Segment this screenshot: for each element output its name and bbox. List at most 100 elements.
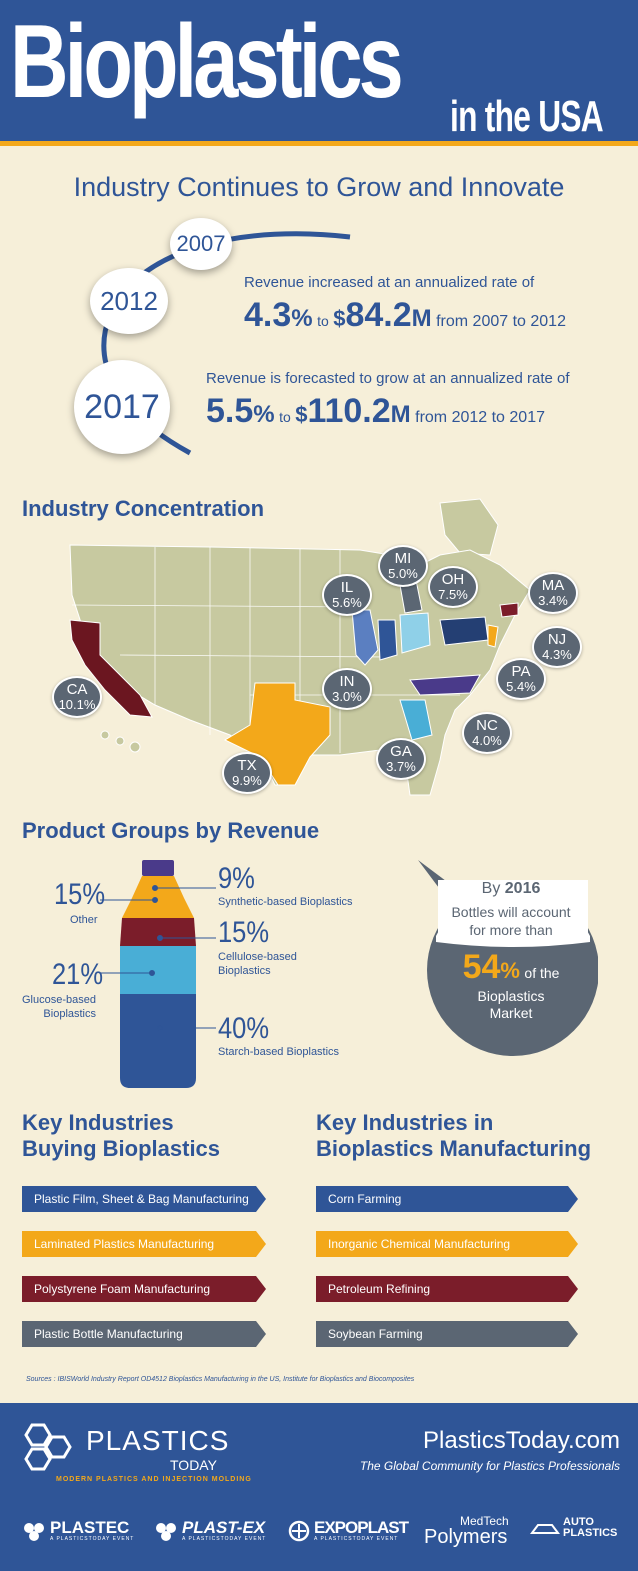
sources-note: Sources : IBISWorld Industry Report OD45… [26, 1376, 415, 1383]
pg-synthetic-label: Synthetic-based Bioplastics [218, 896, 353, 908]
event-auto-plastics[interactable]: AUTO PLASTICS [530, 1517, 617, 1539]
state-ma-shape [499, 602, 519, 618]
event-polymers-name: Polymers [424, 1526, 508, 1548]
state-bubble-in: IN 3.0% [322, 668, 372, 710]
product-groups-title: Product Groups by Revenue [22, 818, 320, 843]
state-bubble-ma: MA 3.4% [528, 572, 578, 614]
state-in-code: IN [339, 673, 355, 691]
event-medtech-polymers[interactable]: MedTech Polymers [424, 1515, 509, 1547]
event-plastec[interactable]: PLASTEC A PLASTICSTODAY EVENT [22, 1519, 134, 1542]
event-expoplast[interactable]: EXPOPLAST A PLASTICSTODAY EVENT [288, 1518, 409, 1542]
callout-line5: Bioplastics [477, 988, 545, 1004]
pct-sign: % [560, 647, 572, 663]
state-tx-code: TX [237, 757, 257, 775]
footer-slogan: The Global Community for Plastics Profes… [359, 1459, 620, 1473]
pct-sign: % [404, 759, 416, 775]
bottle-band-starch [120, 994, 196, 1088]
state-ma-value: 3.4 [538, 593, 557, 609]
state-nj-shape [487, 624, 499, 648]
pg-glucose-label: Glucose-based Bioplastics [22, 994, 96, 1020]
state-bubble-ca: CA 10.1% [52, 676, 102, 718]
state-nj-code: NJ [547, 631, 567, 649]
event-plastex[interactable]: PLAST-EX A PLASTICSTODAY EVENT [154, 1519, 266, 1542]
pg-connectors [100, 885, 216, 1031]
key-buying-item: Laminated Plastics Manufacturing [22, 1231, 266, 1257]
bottle-band-glucose [120, 946, 196, 994]
revenue-2012-amount: 84.2 [345, 296, 412, 334]
pg-other-label: Other [70, 914, 98, 926]
state-tx-value: 9.9 [232, 773, 251, 789]
pct-sign: % [350, 689, 362, 705]
plastics-today-logo-icon [24, 1423, 72, 1471]
pg-synthetic-value: 9% [218, 862, 255, 895]
pct-sign: % [524, 679, 536, 695]
footer-brand-sub: TODAY [170, 1457, 217, 1473]
state-bubble-pa: PA 5.4% [496, 658, 546, 700]
event-plastex-name: PLAST-EX [182, 1518, 266, 1537]
state-ca-value: 10.1 [58, 697, 84, 713]
footer-site-link[interactable]: PlasticsToday.com [423, 1427, 620, 1454]
year-2017-circle: 2017 [74, 360, 170, 454]
state-bubble-mi: MI 5.0% [378, 545, 428, 587]
pct-sign: % [250, 773, 262, 789]
revenue-2017-rate: 5.5 [206, 392, 254, 430]
revenue-2012-period: from 2007 to 2012 [436, 313, 566, 330]
year-2007-label: 2007 [176, 231, 226, 256]
year-2012-circle: 2012 [90, 268, 168, 334]
pg-other-value: 15% [54, 878, 106, 911]
revenue-2012-dollar: $ [333, 306, 346, 331]
state-oh-value: 7.5 [438, 587, 457, 603]
callout-value-line: 54% of the [462, 948, 560, 986]
revenue-2017-figure: 5.5% to $110.2M from 2012 to 2017 [206, 392, 545, 431]
callout-line2: Bottles will account [451, 904, 571, 920]
event-expoplast-name: EXPOPLAST [314, 1518, 409, 1537]
pg-glucose-value: 21% [52, 958, 104, 991]
footer: PLASTICS TODAY MODERN PLASTICS AND INJEC… [0, 1403, 638, 1571]
key-manufacturing-title: Key Industries in Bioplastics Manufacturi… [316, 1110, 592, 1162]
state-tx-shape [223, 682, 331, 786]
callout-line3: for more than [469, 922, 553, 938]
event-plastics-name: PLASTICS [563, 1527, 618, 1539]
pct-sign: % [350, 595, 362, 611]
callout-bubble [418, 860, 598, 1056]
state-oh-code: OH [441, 571, 465, 589]
pct-sign: % [83, 697, 96, 713]
us-map [69, 498, 531, 796]
revenue-2017-intro: Revenue is forecasted to grow at an annu… [206, 370, 570, 387]
state-pa-value: 5.4 [506, 679, 525, 695]
state-ma-code: MA [541, 577, 565, 595]
state-bubble-tx: TX 9.9% [222, 752, 272, 794]
pg-cellulose-value: 15% [218, 916, 270, 949]
pg-starch-label: Starch-based Bioplastics [218, 1046, 340, 1058]
pct-sign: % [556, 593, 568, 609]
callout-year: 2016 [504, 880, 541, 897]
header-banner: Bioplastics in the USA [0, 0, 638, 146]
year-2007-circle: 2007 [170, 218, 232, 270]
state-ca-shape [69, 619, 153, 718]
key-buying-item: Plastic Film, Sheet & Bag Manufacturing [22, 1186, 266, 1212]
state-il-shape [351, 609, 379, 666]
state-nc-code: NC [476, 717, 498, 735]
key-manufacturing-item: Petroleum Refining [316, 1276, 578, 1302]
header-title: Bioplastics [10, 4, 404, 120]
pct-sign: % [406, 566, 418, 582]
key-buying-item: Plastic Bottle Manufacturing [22, 1321, 266, 1347]
auto-plastics-icon [530, 1524, 560, 1534]
pg-cellulose-label: Cellulose-based Bioplastics [218, 951, 297, 977]
footer-tagline-small: MODERN PLASTICS AND INJECTION MOLDING [56, 1476, 252, 1483]
revenue-2017-period: from 2012 to 2017 [415, 409, 545, 426]
plastec-icon [24, 1522, 44, 1541]
revenue-2012-rate: 4.3 [244, 296, 292, 334]
state-in-shape [377, 619, 398, 661]
revenue-2017-unit: M [390, 401, 411, 428]
key-manufacturing-item: Inorganic Chemical Manufacturing [316, 1231, 578, 1257]
state-nc-value: 4.0 [472, 733, 491, 749]
footer-brand: PLASTICS [86, 1425, 230, 1456]
state-mi-value: 5.0 [388, 566, 407, 582]
revenue-2012-figure: 4.3% to $84.2M from 2007 to 2012 [244, 296, 566, 335]
bottle-band-cellulose [120, 918, 196, 946]
bottle-band-synthetic [122, 876, 194, 918]
key-manufacturing-item: Soybean Farming [316, 1321, 578, 1347]
page-subtitle: Industry Continues to Grow and Innovate [73, 172, 565, 202]
state-bubble-ga: GA 3.7% [376, 738, 426, 780]
